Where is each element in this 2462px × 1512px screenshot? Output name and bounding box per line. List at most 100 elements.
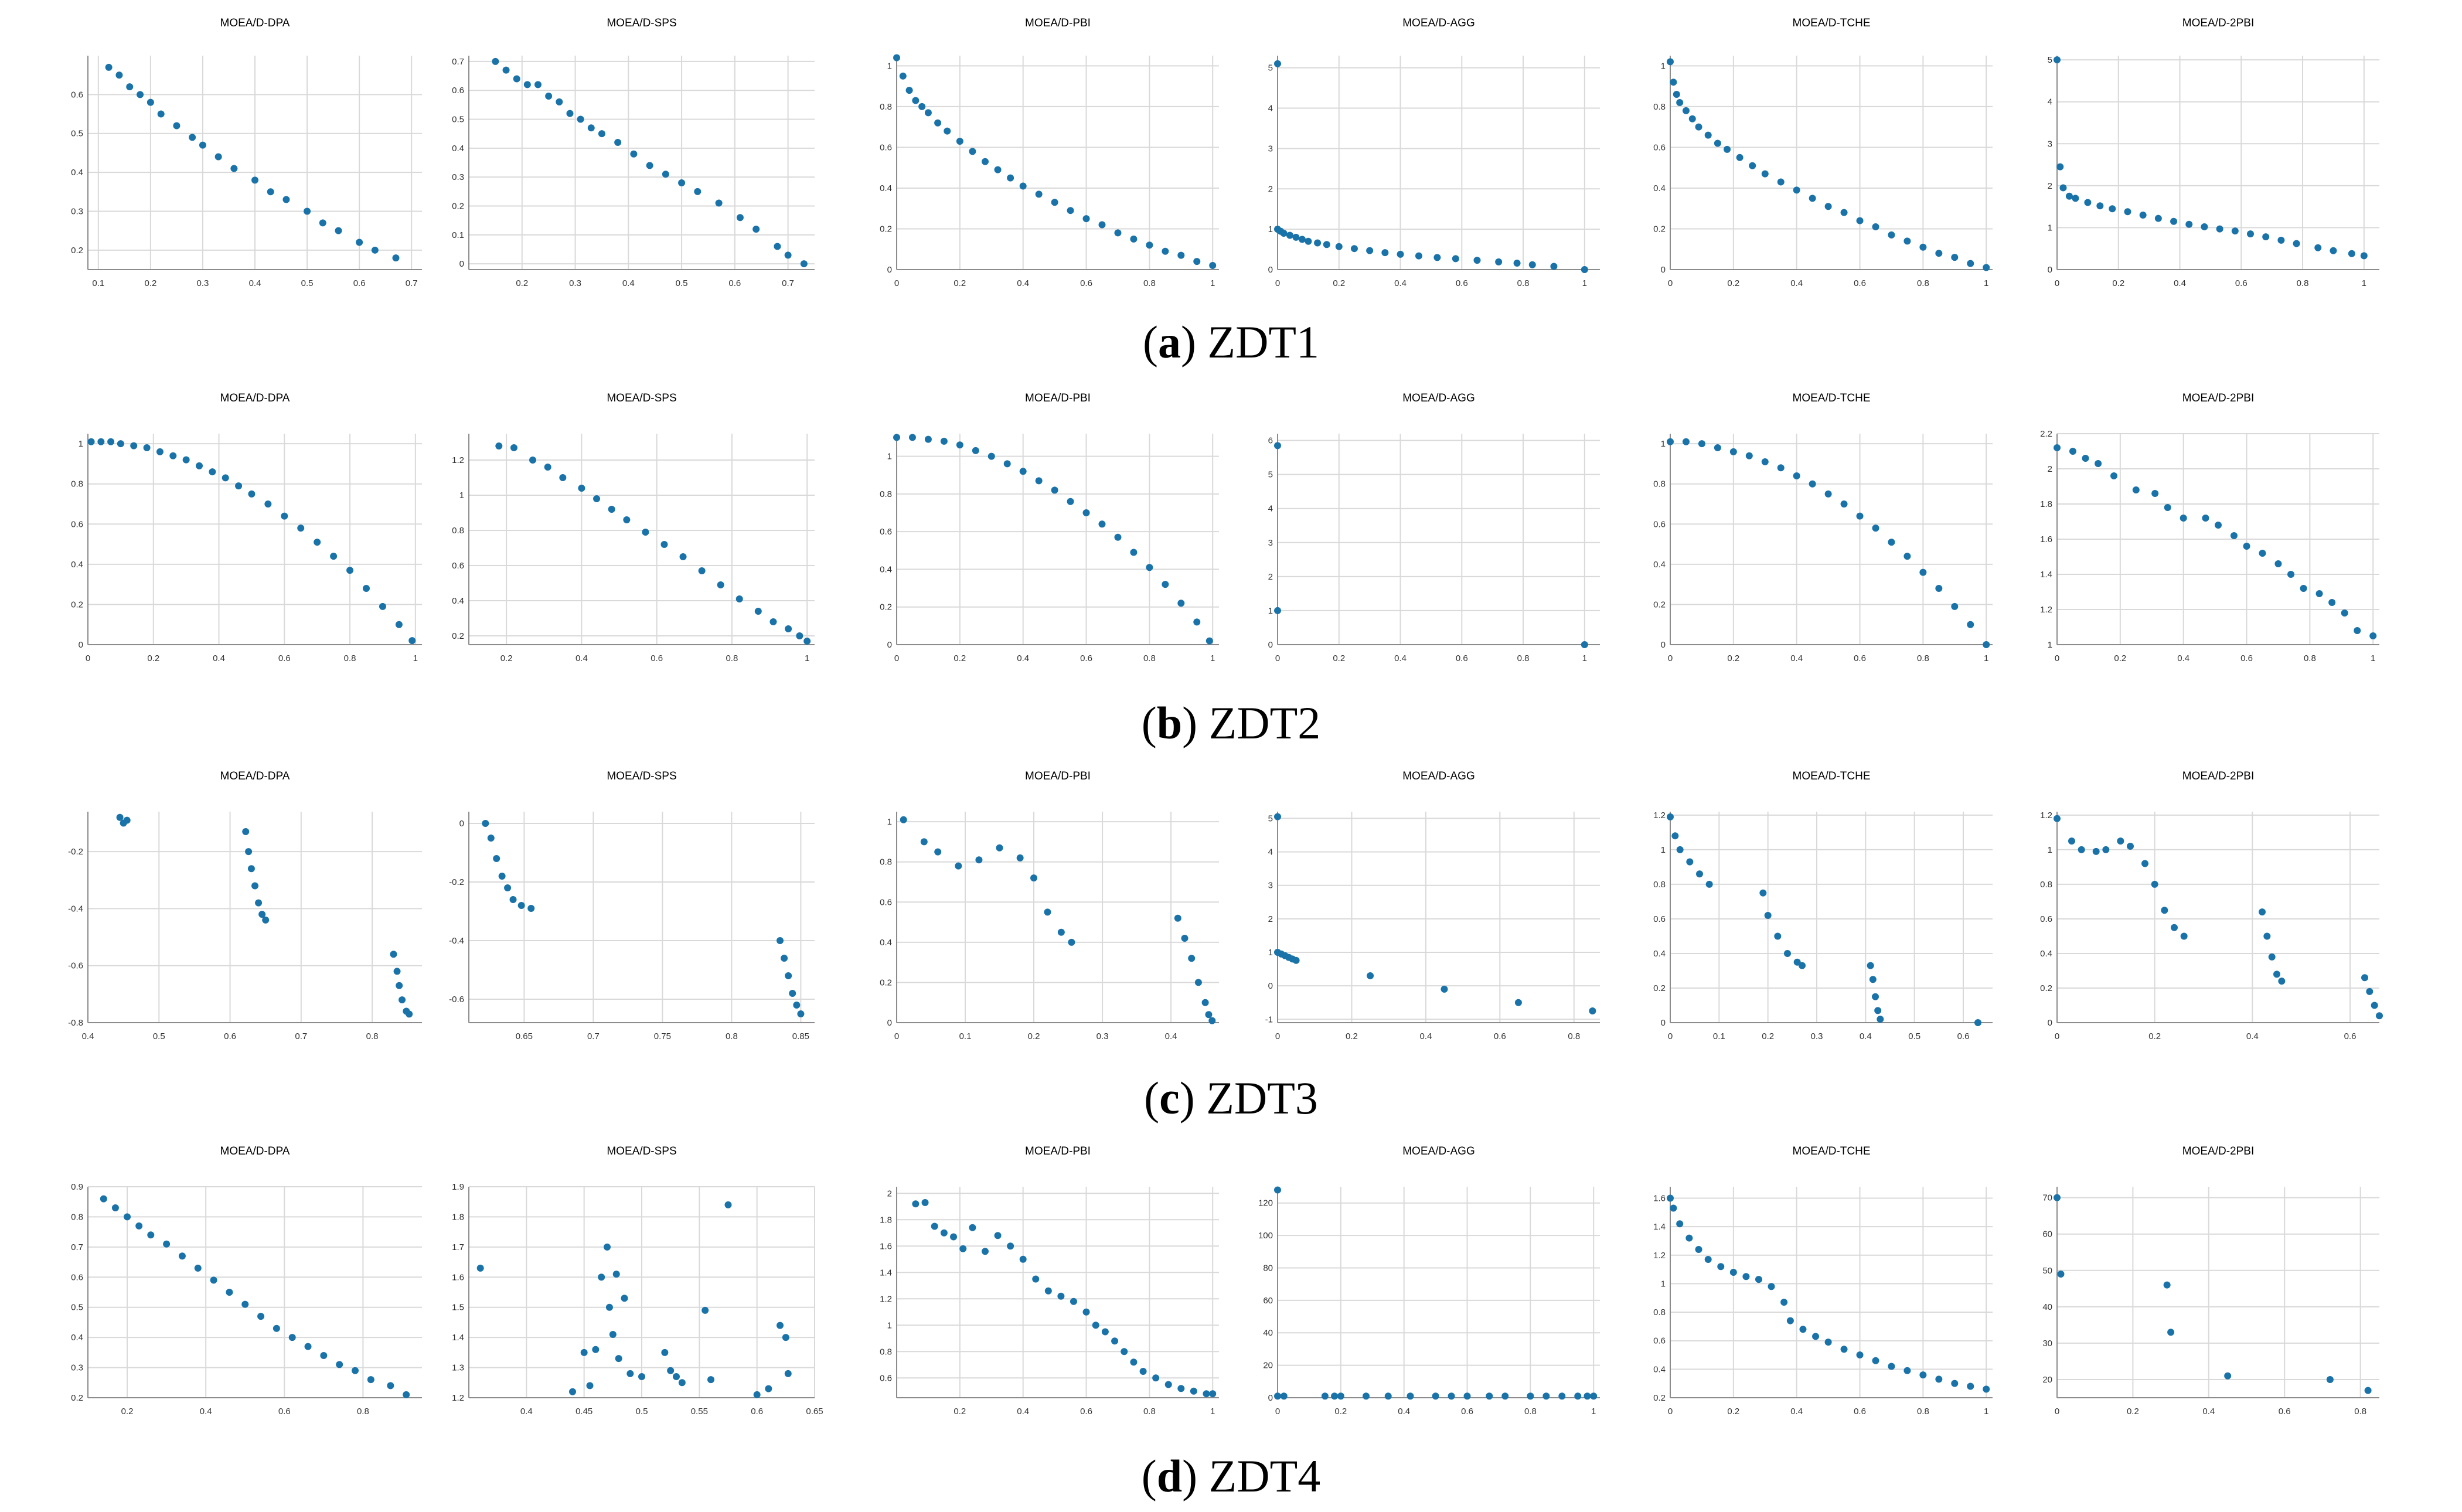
data-point [1274,1392,1281,1400]
data-point [1777,178,1785,186]
data-point [2059,184,2067,192]
data-point [784,251,792,259]
y-tick-label: 1.6 [880,1241,892,1251]
y-tick-label: 0.7 [452,57,464,67]
x-tick-label: 0.2 [2127,1407,2139,1416]
data-point [124,1213,131,1221]
data-point [1951,602,1959,610]
y-tick-label: 0.9 [71,1182,83,1192]
x-tick-label: 1 [1210,653,1215,663]
data-point [2201,223,2208,230]
x-tick-label: 0.4 [1394,653,1407,663]
data-point [2171,924,2178,931]
x-tick-label: 0.5 [1908,1031,1920,1041]
data-point [1742,1273,1750,1281]
data-point [1007,174,1014,182]
y-tick-label: 2 [2048,464,2052,474]
data-point [1130,235,1138,243]
y-tick-label: 1.8 [2040,499,2052,509]
y-tick-label: 0.6 [1653,914,1666,924]
y-tick-label: 1.4 [452,1333,464,1343]
x-tick-label: 0.2 [1762,1031,1774,1041]
data-point [774,243,781,250]
data-point [1967,621,1974,628]
data-point [2102,846,2110,853]
data-point [1542,1392,1550,1400]
y-tick-label: 3 [1268,538,1273,548]
data-point [2068,837,2075,845]
data-point [2263,932,2271,940]
y-tick-label: -1 [1265,1014,1273,1024]
data-point [2082,455,2089,462]
data-point [1983,264,1990,271]
x-tick-label: 0.4 [622,278,635,288]
data-point [2141,860,2148,867]
data-point [352,1367,359,1374]
data-point [1867,962,1874,969]
y-tick-label: 0.2 [1653,600,1666,609]
y-tick-label: 0.8 [880,489,892,499]
data-point [1919,243,1927,251]
data-point [1044,1287,1052,1295]
data-point [115,71,123,79]
data-point [1495,258,1503,265]
data-point [1777,464,1785,472]
data-point [1676,98,1684,106]
y-tick-label: 0.2 [1653,983,1666,993]
y-tick-label: 0.6 [1653,1336,1666,1346]
data-point [707,1376,714,1384]
data-point [544,464,551,471]
data-point [972,447,979,454]
y-tick-label: 1 [79,439,83,449]
x-tick-label: 0.6 [728,278,741,288]
data-point [97,438,105,445]
data-point [2054,815,2061,822]
data-point [1305,237,1312,245]
data-point [2163,1281,2171,1289]
data-point [242,828,250,836]
data-point [2371,1002,2378,1009]
data-point [1205,1011,1213,1019]
data-point [1274,607,1281,614]
data-point [1209,262,1217,270]
x-tick-label: 0 [86,653,90,663]
data-point [2243,543,2250,550]
data-point [2151,880,2158,888]
data-point [182,456,190,464]
x-tick-label: 0.2 [954,278,966,288]
data-point [2268,953,2276,961]
data-point [956,138,963,145]
data-point [241,1300,249,1308]
data-point [1067,207,1074,214]
x-tick-label: 0.2 [1727,1407,1739,1416]
data-point [2154,214,2162,222]
data-point [598,130,605,138]
data-point [715,199,723,207]
data-point [403,1391,410,1398]
x-tick-label: 0.1 [959,1031,972,1041]
y-tick-label: 1 [1268,948,1273,958]
data-point [785,625,792,632]
data-point [1350,245,1358,253]
data-point [580,1348,588,1356]
data-point [784,1370,792,1377]
data-point [1761,458,1769,465]
x-tick-label: 0.6 [1461,1407,1473,1416]
data-point [1704,1256,1712,1264]
data-point [586,1382,594,1390]
data-point [130,442,138,449]
x-tick-label: 0.6 [1854,1407,1866,1416]
y-tick-label: 1.6 [2040,534,2052,544]
x-tick-label: 0.8 [1143,653,1156,663]
data-point [163,1240,171,1248]
data-point [2054,56,2061,64]
data-point [2259,550,2266,557]
y-tick-label: 0.5 [71,129,83,139]
data-point [1139,1368,1147,1375]
data-point [273,1324,280,1332]
data-point [1181,935,1189,942]
data-point [1486,1392,1493,1400]
x-tick-label: 0.4 [213,653,225,663]
x-tick-label: 0 [894,653,899,663]
